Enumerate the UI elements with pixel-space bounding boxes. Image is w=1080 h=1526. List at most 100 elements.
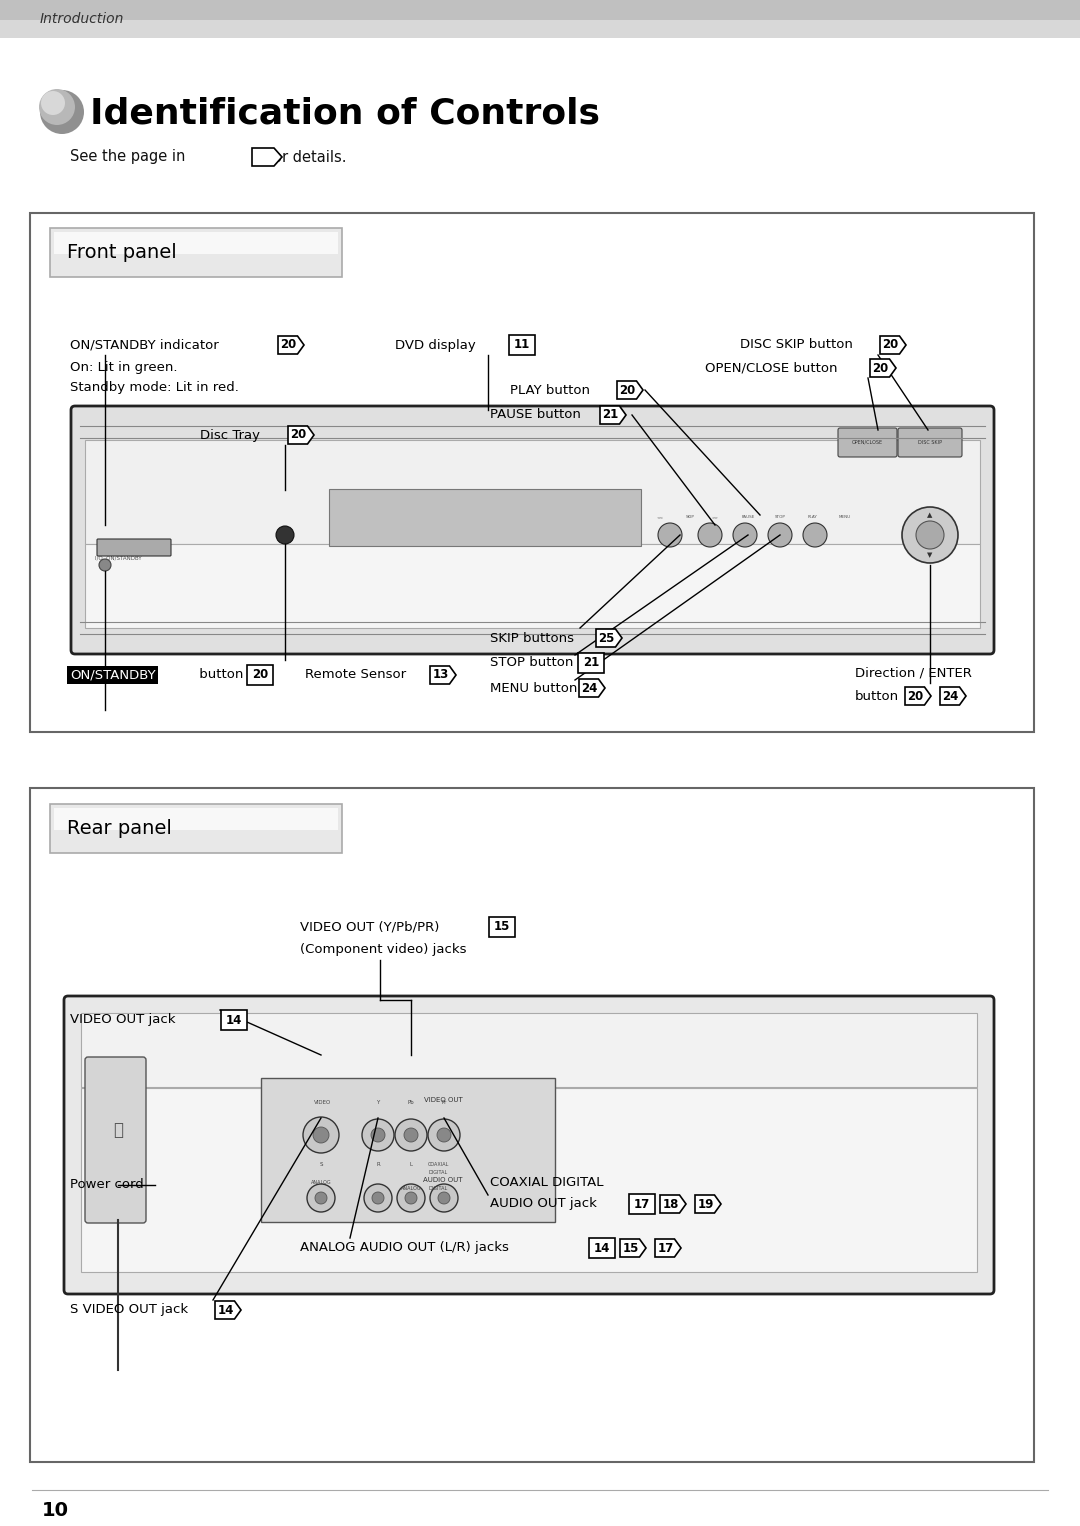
Text: ▲: ▲ [928,513,933,517]
Circle shape [41,92,65,114]
FancyBboxPatch shape [85,543,980,629]
Circle shape [428,1119,460,1151]
Text: L: L [409,1163,413,1167]
FancyBboxPatch shape [30,214,1034,732]
FancyBboxPatch shape [97,539,171,555]
Text: Power cord: Power cord [70,1178,144,1192]
FancyBboxPatch shape [54,232,338,253]
Text: PLAY: PLAY [808,514,818,519]
Text: DIGITAL: DIGITAL [429,1169,447,1175]
Text: Remote Sensor: Remote Sensor [305,668,406,682]
Text: VIDEO: VIDEO [314,1100,332,1105]
FancyBboxPatch shape [629,1193,654,1215]
Text: 19: 19 [698,1198,714,1210]
FancyBboxPatch shape [54,807,338,830]
Circle shape [276,526,294,543]
Text: DISC SKIP button: DISC SKIP button [740,339,853,351]
FancyBboxPatch shape [50,804,342,853]
Text: ▼: ▼ [928,552,933,559]
Text: SKIP buttons: SKIP buttons [490,632,573,644]
Circle shape [99,559,111,571]
FancyBboxPatch shape [578,653,604,673]
Text: <<: << [657,514,663,519]
FancyBboxPatch shape [247,665,273,685]
Text: ANALOG: ANALOG [311,1180,332,1184]
Text: Pb: Pb [407,1100,415,1105]
Text: Y: Y [376,1100,380,1105]
FancyBboxPatch shape [261,1077,555,1222]
Text: DVD display: DVD display [395,339,476,351]
Text: for details.: for details. [268,150,347,165]
Text: PAUSE: PAUSE [741,514,755,519]
Polygon shape [430,665,456,684]
Text: 21: 21 [583,656,599,670]
FancyBboxPatch shape [838,427,897,456]
FancyBboxPatch shape [0,0,1080,38]
Circle shape [768,523,792,546]
Polygon shape [579,679,605,697]
Text: S VIDEO OUT jack: S VIDEO OUT jack [70,1303,188,1317]
Circle shape [397,1184,426,1212]
Text: Disc Tray: Disc Tray [200,429,260,441]
Text: PLAY button: PLAY button [510,383,590,397]
Polygon shape [278,336,303,354]
FancyBboxPatch shape [30,787,1034,1462]
Text: ⏚: ⏚ [113,1122,123,1138]
Circle shape [40,90,84,134]
Circle shape [404,1128,418,1141]
Text: 14: 14 [217,1303,233,1317]
Text: Identification of Controls: Identification of Controls [90,98,600,131]
Text: 24: 24 [581,682,597,694]
Text: 20: 20 [873,362,889,374]
Text: 20: 20 [291,429,307,441]
Polygon shape [660,1195,686,1213]
FancyBboxPatch shape [897,427,962,456]
Text: 14: 14 [594,1242,610,1254]
FancyBboxPatch shape [50,227,342,278]
Text: 20: 20 [252,668,268,682]
Circle shape [372,1192,384,1204]
Text: 20: 20 [619,383,635,397]
Text: See the page in: See the page in [70,150,186,165]
Text: 20: 20 [281,339,297,351]
Polygon shape [940,687,966,705]
Circle shape [405,1192,417,1204]
Circle shape [395,1119,427,1151]
FancyBboxPatch shape [85,439,980,543]
FancyBboxPatch shape [221,1010,247,1030]
Polygon shape [600,406,626,424]
Text: Rear panel: Rear panel [67,818,172,838]
Circle shape [733,523,757,546]
Text: STOP button: STOP button [490,656,573,670]
FancyBboxPatch shape [85,1058,146,1222]
Text: 20: 20 [907,690,923,702]
Polygon shape [620,1239,646,1257]
Text: AUDIO OUT jack: AUDIO OUT jack [490,1198,597,1210]
Polygon shape [880,336,906,354]
Text: OPEN/CLOSE button: OPEN/CLOSE button [705,362,837,374]
Text: VIDEO OUT (Y/Pb/PR): VIDEO OUT (Y/Pb/PR) [300,920,440,934]
Text: button: button [195,668,243,682]
Text: On: Lit in green.: On: Lit in green. [70,360,177,374]
Circle shape [658,523,681,546]
Polygon shape [654,1239,681,1257]
Text: OPEN/CLOSE: OPEN/CLOSE [851,439,882,444]
Text: SKIP: SKIP [686,514,694,519]
Circle shape [430,1184,458,1212]
Text: R: R [376,1163,380,1167]
Circle shape [362,1119,394,1151]
Circle shape [39,89,75,125]
Text: ANALOG: ANALOG [401,1187,421,1192]
FancyBboxPatch shape [81,1088,977,1273]
Text: MENU: MENU [839,514,851,519]
Text: MENU button: MENU button [490,682,578,694]
Text: Front panel: Front panel [67,243,177,261]
Text: (Component video) jacks: (Component video) jacks [300,943,467,957]
Text: STOP: STOP [774,514,785,519]
Text: 25: 25 [598,632,615,644]
Text: VIDEO OUT jack: VIDEO OUT jack [70,1013,175,1027]
Text: 13: 13 [432,668,448,682]
FancyBboxPatch shape [509,336,535,356]
Text: I/O  ON/STANDBY: I/O ON/STANDBY [95,555,141,560]
Circle shape [303,1117,339,1154]
